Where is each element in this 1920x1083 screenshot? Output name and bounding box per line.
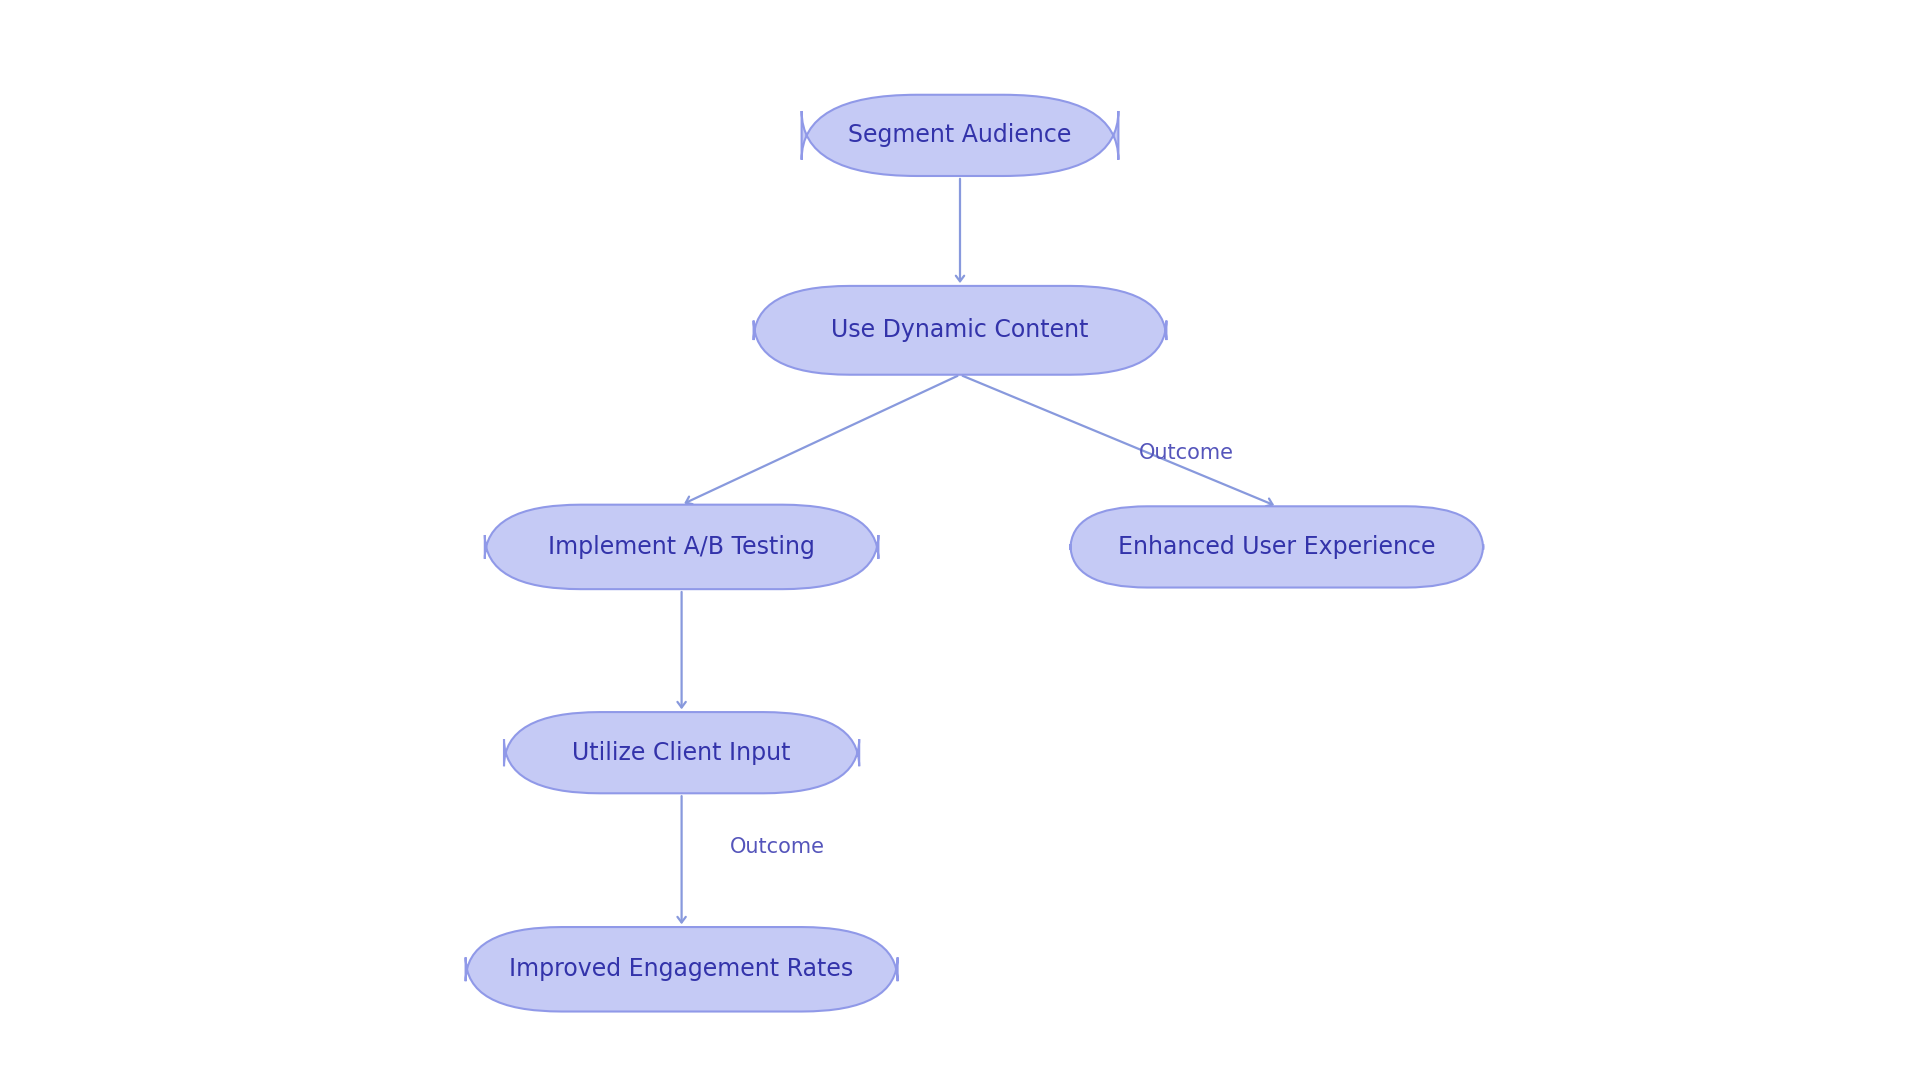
- Text: Segment Audience: Segment Audience: [849, 123, 1071, 147]
- Text: Outcome: Outcome: [1139, 443, 1235, 462]
- Text: Improved Engagement Rates: Improved Engagement Rates: [509, 957, 854, 981]
- FancyBboxPatch shape: [801, 95, 1117, 177]
- Text: Use Dynamic Content: Use Dynamic Content: [831, 318, 1089, 342]
- Text: Implement A/B Testing: Implement A/B Testing: [549, 535, 814, 559]
- FancyBboxPatch shape: [484, 505, 879, 589]
- Text: Enhanced User Experience: Enhanced User Experience: [1117, 535, 1436, 559]
- Text: Utilize Client Input: Utilize Client Input: [572, 741, 791, 765]
- FancyBboxPatch shape: [503, 713, 858, 793]
- FancyBboxPatch shape: [753, 286, 1167, 375]
- FancyBboxPatch shape: [1071, 507, 1482, 587]
- FancyBboxPatch shape: [465, 927, 899, 1012]
- Text: Outcome: Outcome: [730, 837, 826, 857]
